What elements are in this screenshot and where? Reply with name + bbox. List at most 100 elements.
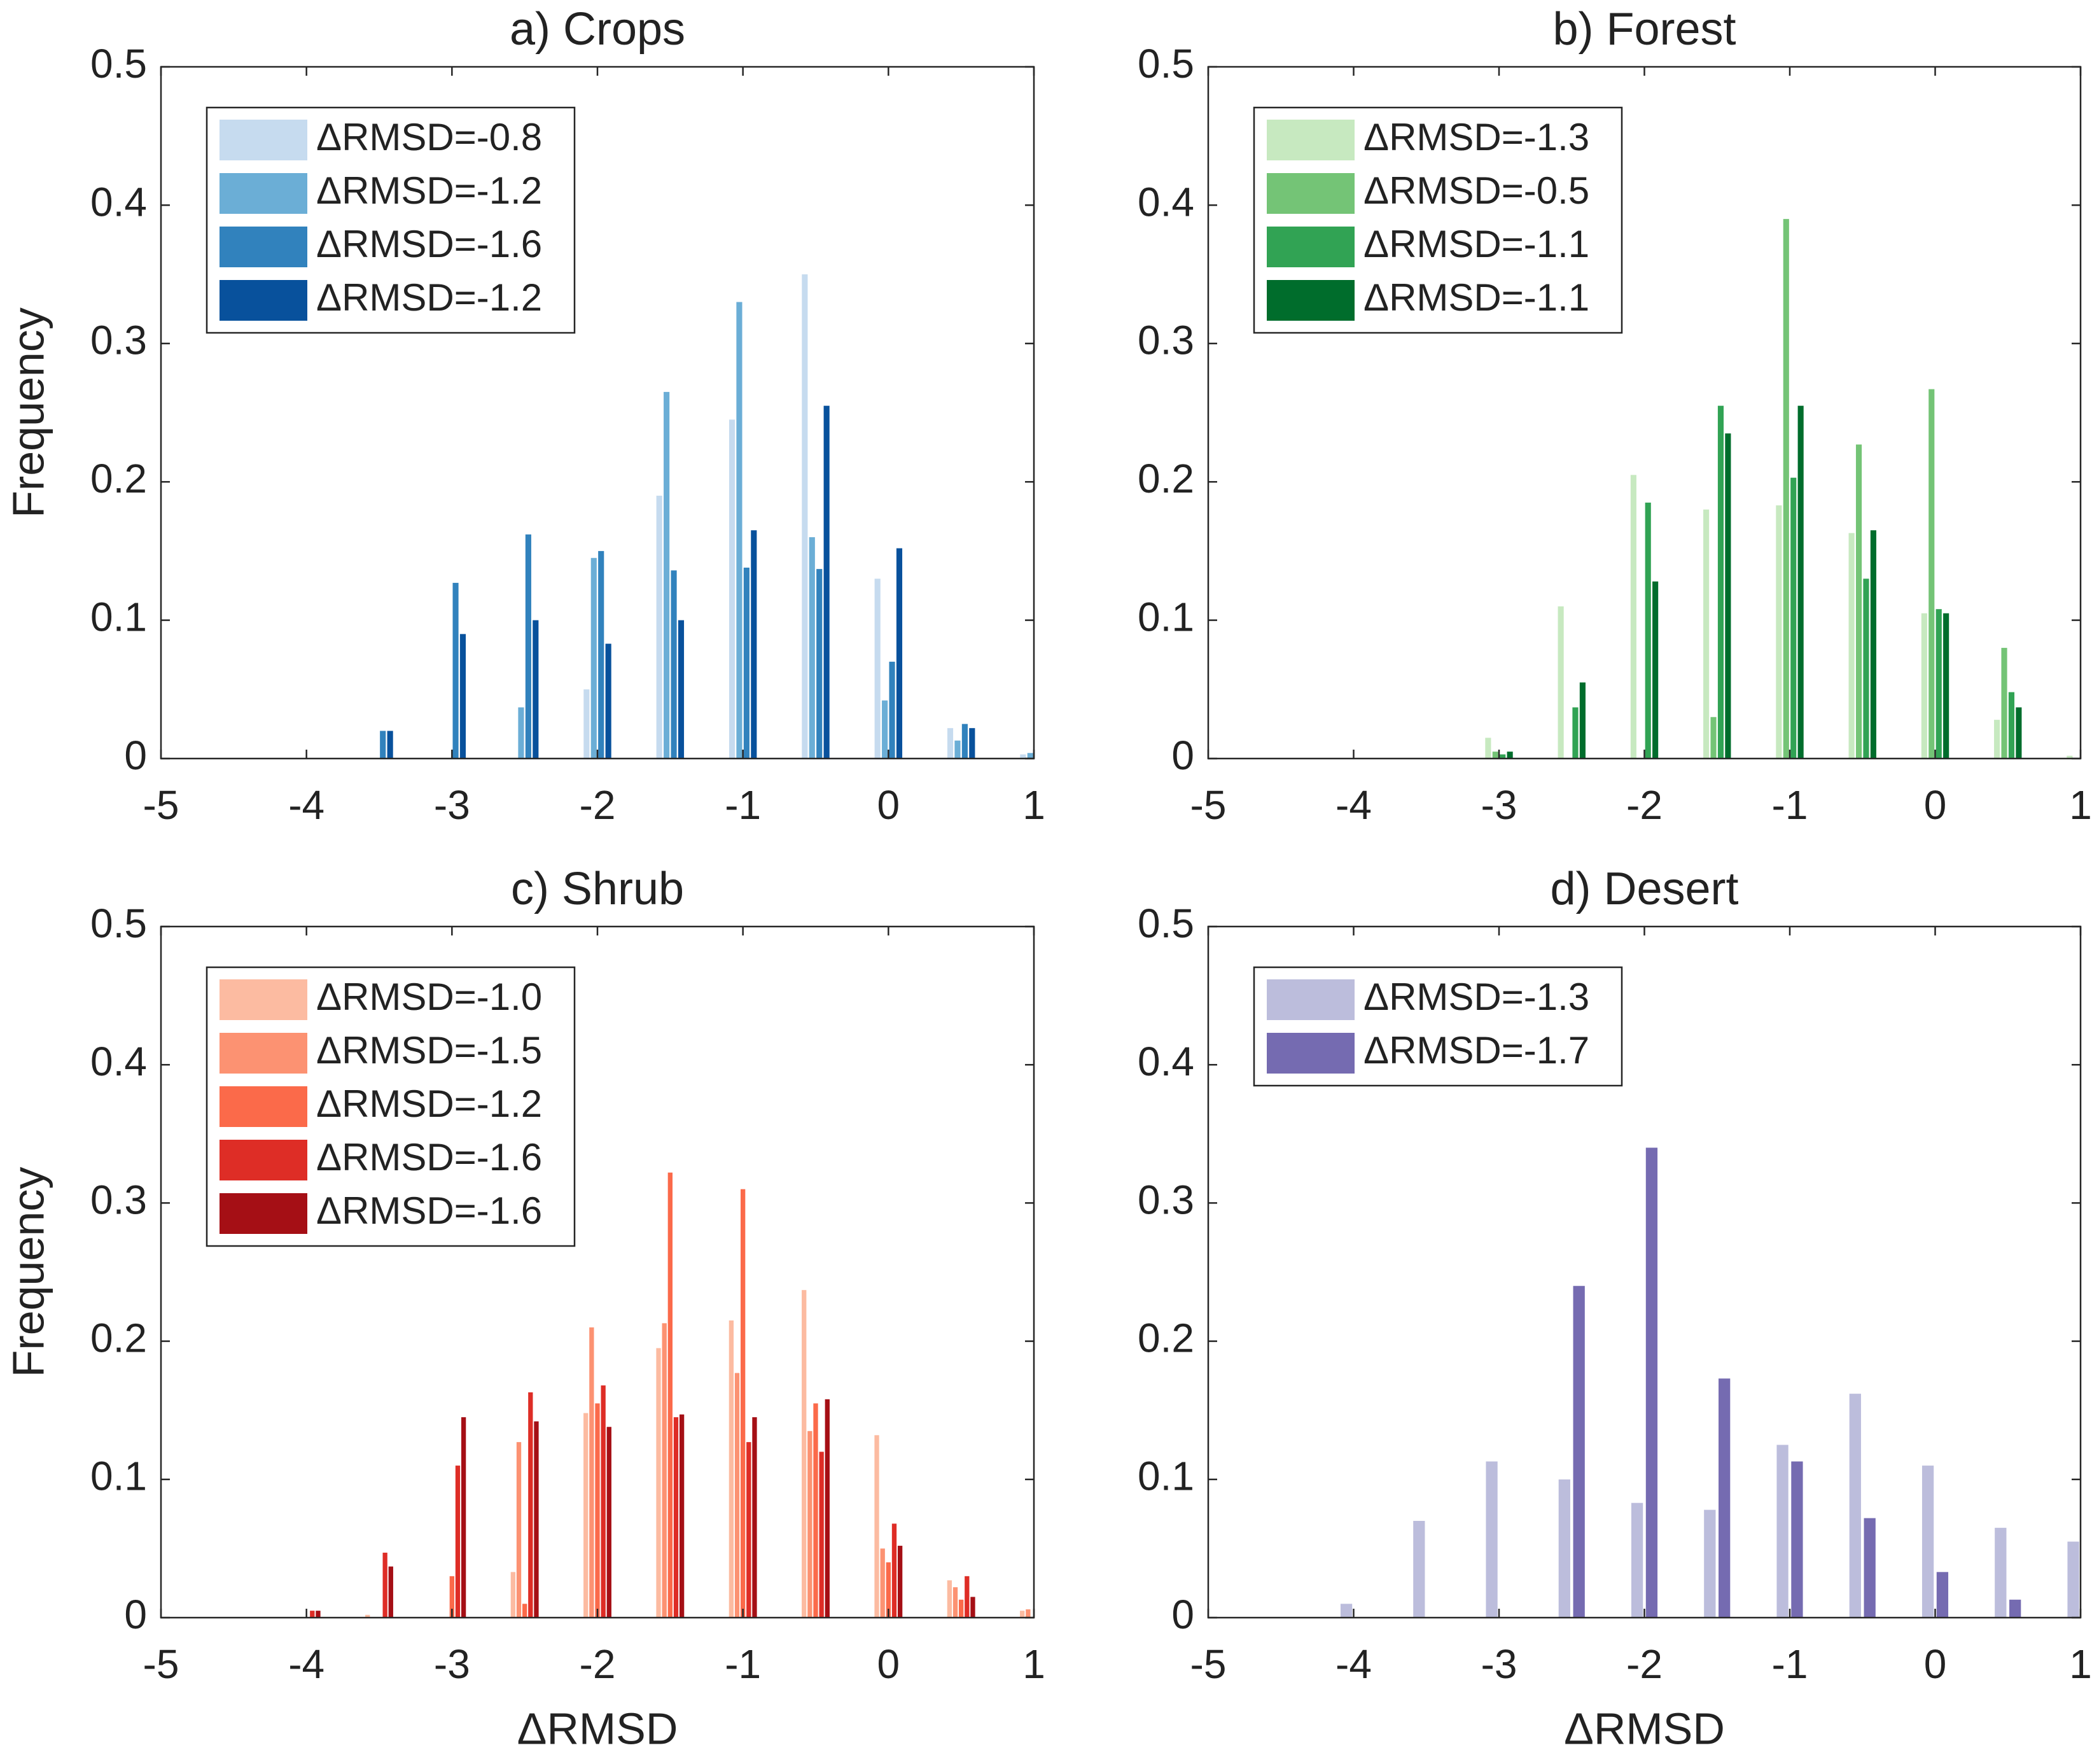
subplot: -5 -4 -3 -2 -1 0 1 0 0.1 0.2 0.3 0.4 0.5 c) Shrub Freq…	[3, 864, 1045, 1753]
bar	[1936, 1572, 1949, 1618]
bar	[961, 724, 968, 759]
bar	[1719, 1378, 1731, 1618]
bar	[809, 537, 815, 759]
bar	[2067, 1541, 2079, 1618]
legend-label: ΔRMSD=-1.1	[1363, 276, 1589, 319]
bar	[1797, 405, 1804, 759]
legend-label: ΔRMSD=-1.3	[1363, 976, 1589, 1018]
legend-swatch	[1267, 280, 1355, 321]
legend-swatch	[1267, 979, 1355, 1020]
y-tick-label: 0	[124, 732, 147, 778]
bar	[1863, 578, 1869, 759]
legend-label: ΔRMSD=-1.1	[1363, 223, 1589, 265]
legend-swatch	[220, 120, 307, 160]
x-tick-label: 0	[1924, 1641, 1947, 1687]
x-tick-label: -5	[143, 782, 179, 828]
bar	[1783, 219, 1789, 759]
legend-label: ΔRMSD=-1.3	[1363, 116, 1589, 158]
legend-label: ΔRMSD=-1.2	[316, 276, 542, 319]
legend-swatch	[220, 1086, 307, 1127]
bar	[1558, 606, 1564, 759]
legend-swatch	[1267, 1033, 1355, 1074]
bar	[1645, 1147, 1658, 1618]
bar	[388, 1566, 393, 1618]
chart-title: d) Desert	[1550, 864, 1738, 914]
legend-label: ΔRMSD=-1.2	[316, 1082, 542, 1125]
x-tick-label: 1	[1022, 1641, 1045, 1687]
bar	[736, 302, 743, 759]
bar	[606, 1427, 611, 1618]
x-tick-label: 1	[2069, 1641, 2092, 1687]
y-tick-label: 0.2	[1138, 456, 1194, 501]
subplot: -5 -4 -3 -2 -1 0 1 0 0.1 0.2 0.3 0.4 0.5 d) Desert ΔRM…	[1138, 864, 2092, 1753]
x-tick-label: -5	[143, 1641, 179, 1687]
x-tick-label: 1	[1022, 782, 1045, 828]
y-tick-label: 0	[1171, 1592, 1194, 1637]
bar	[897, 1546, 903, 1618]
bar	[954, 740, 961, 759]
bar	[678, 620, 685, 759]
bar	[813, 1403, 818, 1618]
legend-swatch	[1267, 173, 1355, 214]
bar	[595, 1403, 600, 1618]
chart-title: a) Crops	[510, 4, 685, 55]
x-axis-label: ΔRMSD	[1564, 1704, 1725, 1753]
subplot: -5 -4 -3 -2 -1 0 1 0 0.1 0.2 0.3 0.4 0.5 a) Crops Freq…	[3, 4, 1045, 828]
bar	[825, 1399, 830, 1618]
bar	[886, 1562, 891, 1618]
x-tick-label: 0	[877, 782, 900, 828]
bar	[1791, 1461, 1803, 1618]
x-axis-label: ΔRMSD	[517, 1704, 678, 1753]
bar	[2008, 692, 2015, 759]
subplot: -5 -4 -3 -2 -1 0 1 0 0.1 0.2 0.3 0.4 0.5 b) Forest ΔRM…	[1138, 4, 2092, 828]
bar	[889, 661, 895, 759]
y-axis-label: Frequency	[3, 307, 53, 518]
bar	[387, 731, 393, 759]
legend-swatch	[1267, 227, 1355, 267]
bar	[965, 1576, 970, 1618]
bar	[1486, 1461, 1498, 1618]
bar	[590, 557, 597, 759]
bar	[679, 1414, 685, 1618]
bar	[1928, 389, 1935, 759]
y-tick-label: 0.1	[90, 594, 147, 640]
bar	[2001, 648, 2007, 759]
bar	[1485, 738, 1491, 759]
x-tick-label: -2	[580, 782, 616, 828]
bar	[959, 1599, 964, 1618]
y-tick-label: 0.3	[1138, 318, 1194, 363]
bar	[534, 1421, 539, 1618]
bar	[1849, 1394, 1861, 1618]
bar	[1340, 1604, 1353, 1618]
bar	[516, 1442, 522, 1618]
legend-swatch	[220, 1033, 307, 1074]
x-tick-label: -2	[580, 1641, 616, 1687]
bar	[1704, 1509, 1716, 1618]
x-tick-label: 0	[877, 1641, 900, 1687]
bar	[1855, 444, 1862, 759]
legend-label: ΔRMSD=-1.6	[316, 1136, 542, 1179]
y-tick-label: 0.1	[90, 1453, 147, 1499]
y-tick-label: 0.4	[1138, 1039, 1194, 1084]
y-tick-label: 0.3	[1138, 1177, 1194, 1222]
y-tick-label: 0.1	[1138, 594, 1194, 640]
bar	[1864, 1518, 1876, 1618]
y-tick-label: 0.3	[90, 318, 147, 363]
y-tick-label: 0.3	[90, 1177, 147, 1222]
bar	[1710, 717, 1717, 759]
y-tick-label: 0.5	[1138, 41, 1194, 87]
bar	[449, 1576, 454, 1618]
legend-swatch	[220, 1140, 307, 1180]
legend-swatch	[220, 173, 307, 214]
bar	[533, 620, 539, 759]
x-tick-label: -4	[1335, 1641, 1372, 1687]
bar	[1572, 707, 1579, 759]
legend-label: ΔRMSD=-1.6	[316, 1189, 542, 1232]
y-tick-label: 0.4	[90, 179, 147, 225]
x-tick-label: -1	[725, 1641, 761, 1687]
bar	[1776, 505, 1782, 759]
x-tick-label: -5	[1190, 1641, 1227, 1687]
bar	[1579, 682, 1586, 759]
x-tick-label: -4	[1335, 782, 1372, 828]
